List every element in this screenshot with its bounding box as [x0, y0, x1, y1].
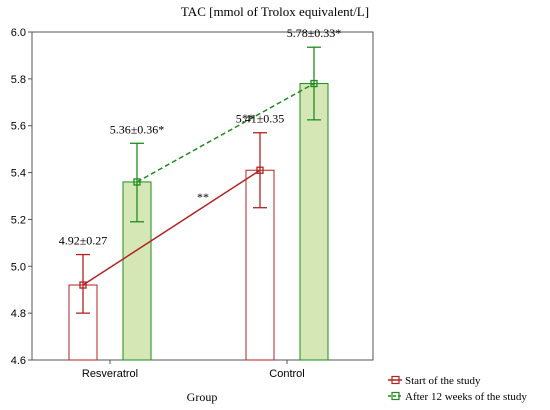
series-lines — [82, 82, 315, 286]
y-axis: 4.6 4.8 5.0 5.2 5.4 5.6 5.8 6.0 — [11, 27, 32, 367]
bar — [299, 83, 329, 361]
y-tick-label: 5.4 — [11, 168, 26, 180]
bars — [68, 83, 329, 361]
mean-markers — [79, 79, 318, 289]
chart-title: TAC [mmol of Trolox equivalent/L] — [181, 4, 369, 19]
x-axis: Resveratrol Control — [82, 360, 305, 380]
y-tick-label: 5.6 — [11, 121, 26, 133]
series-line — [82, 169, 261, 286]
data-label: 5.36±0.36* — [110, 122, 165, 136]
x-axis-label: Group — [187, 390, 218, 404]
y-tick-label: 4.8 — [11, 308, 26, 320]
mean-marker — [256, 166, 264, 174]
legend: Start of the study After 12 weeks of the … — [388, 375, 527, 403]
y-tick-label: 5.8 — [11, 74, 26, 86]
data-labels: 4.92±0.27 5.41±0.35 5.36±0.36* 5.78±0.33* — [59, 26, 342, 247]
significance-annotation: ** — [242, 111, 254, 125]
data-label: 5.78±0.33* — [287, 26, 342, 40]
mean-marker — [79, 281, 87, 289]
error-bars — [76, 46, 321, 314]
plot-area-frame — [31, 31, 374, 361]
annotations: ** ** — [197, 111, 254, 204]
legend-label: Start of the study — [405, 375, 481, 387]
series-line — [136, 82, 315, 183]
legend-marker — [391, 391, 400, 401]
y-tick-label: 5.0 — [11, 261, 26, 273]
y-tick-label: 5.2 — [11, 214, 26, 226]
legend-label: After 12 weeks of the study — [405, 391, 527, 403]
data-label: 5.41±0.35 — [236, 112, 285, 126]
x-tick-label: Resveratrol — [82, 368, 138, 380]
data-label: 4.92±0.27 — [59, 234, 108, 248]
x-tick-label: Control — [269, 368, 304, 380]
legend-marker — [391, 375, 400, 385]
mean-marker — [133, 178, 141, 186]
y-tick-label: 6.0 — [11, 27, 26, 39]
y-tick-label: 4.6 — [11, 355, 26, 367]
significance-annotation: ** — [197, 190, 209, 204]
mean-marker — [310, 79, 318, 88]
